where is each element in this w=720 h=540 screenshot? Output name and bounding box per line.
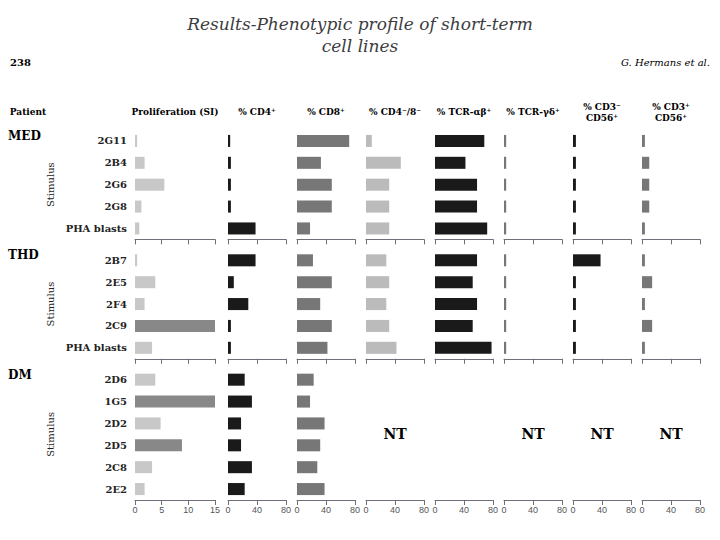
svg-text:40: 40 bbox=[252, 505, 262, 515]
svg-text:CD56⁺: CD56⁺ bbox=[655, 113, 687, 123]
svg-text:10: 10 bbox=[183, 505, 193, 515]
svg-text:% TCR-γδ⁺: % TCR-γδ⁺ bbox=[506, 107, 560, 117]
svg-text:40: 40 bbox=[390, 505, 400, 515]
svg-text:238: 238 bbox=[10, 57, 31, 68]
svg-text:CD56⁺: CD56⁺ bbox=[586, 113, 618, 123]
svg-text:40: 40 bbox=[597, 505, 607, 515]
svg-text:15: 15 bbox=[210, 505, 220, 515]
svg-text:80: 80 bbox=[281, 505, 291, 515]
svg-text:0: 0 bbox=[432, 505, 437, 515]
svg-text:2E5: 2E5 bbox=[105, 277, 127, 288]
svg-text:2B4: 2B4 bbox=[105, 157, 127, 168]
svg-text:0: 0 bbox=[363, 505, 368, 515]
svg-text:0: 0 bbox=[570, 505, 575, 515]
svg-text:PHA blasts: PHA blasts bbox=[66, 223, 128, 234]
svg-text:THD: THD bbox=[8, 248, 39, 262]
svg-text:2B7: 2B7 bbox=[105, 255, 127, 266]
svg-text:80: 80 bbox=[695, 505, 705, 515]
svg-text:2G11: 2G11 bbox=[98, 135, 127, 146]
svg-text:2G6: 2G6 bbox=[105, 179, 127, 190]
svg-text:NT: NT bbox=[521, 426, 545, 442]
svg-text:MED: MED bbox=[8, 129, 41, 143]
svg-text:0: 0 bbox=[132, 505, 137, 515]
svg-text:Patient: Patient bbox=[10, 107, 47, 117]
svg-text:2E2: 2E2 bbox=[105, 484, 127, 495]
svg-text:% TCR-αβ⁺: % TCR-αβ⁺ bbox=[437, 107, 492, 117]
svg-text:Proliferation (SI): Proliferation (SI) bbox=[131, 107, 218, 117]
svg-text:2C8: 2C8 bbox=[105, 462, 127, 473]
svg-text:2D5: 2D5 bbox=[104, 440, 127, 451]
svg-text:NT: NT bbox=[659, 426, 683, 442]
svg-text:2D6: 2D6 bbox=[104, 374, 127, 385]
svg-text:40: 40 bbox=[321, 505, 331, 515]
svg-text:1G5: 1G5 bbox=[105, 396, 127, 407]
svg-text:0: 0 bbox=[639, 505, 644, 515]
svg-text:5: 5 bbox=[159, 505, 164, 515]
svg-text:0: 0 bbox=[501, 505, 506, 515]
svg-text:Stimulus: Stimulus bbox=[45, 162, 56, 207]
svg-text:NT: NT bbox=[590, 426, 614, 442]
svg-text:40: 40 bbox=[528, 505, 538, 515]
svg-text:% CD3⁺: % CD3⁺ bbox=[652, 102, 690, 112]
svg-text:Stimulus: Stimulus bbox=[45, 412, 56, 457]
svg-text:80: 80 bbox=[488, 505, 498, 515]
svg-text:G. Hermans et al.: G. Hermans et al. bbox=[621, 57, 710, 68]
svg-text:% CD4⁻/8⁻: % CD4⁻/8⁻ bbox=[369, 107, 421, 117]
svg-text:0: 0 bbox=[294, 505, 299, 515]
svg-text:% CD3⁻: % CD3⁻ bbox=[583, 102, 621, 112]
svg-text:% CD4⁺: % CD4⁺ bbox=[238, 107, 276, 117]
svg-text:2F4: 2F4 bbox=[106, 299, 127, 310]
svg-text:Stimulus: Stimulus bbox=[45, 282, 56, 327]
svg-text:40: 40 bbox=[459, 505, 469, 515]
svg-text:80: 80 bbox=[419, 505, 429, 515]
svg-text:80: 80 bbox=[626, 505, 636, 515]
svg-text:80: 80 bbox=[557, 505, 567, 515]
svg-text:cell lines: cell lines bbox=[322, 36, 399, 56]
svg-text:0: 0 bbox=[225, 505, 230, 515]
svg-text:% CD8⁺: % CD8⁺ bbox=[307, 107, 345, 117]
svg-text:NT: NT bbox=[383, 426, 407, 442]
svg-text:2C9: 2C9 bbox=[105, 320, 127, 331]
svg-text:PHA blasts: PHA blasts bbox=[66, 342, 128, 353]
svg-text:40: 40 bbox=[666, 505, 676, 515]
svg-text:DM: DM bbox=[8, 368, 32, 382]
svg-text:80: 80 bbox=[350, 505, 360, 515]
svg-text:Results-Phenotypic profile of: Results-Phenotypic profile of short-term bbox=[186, 14, 533, 34]
svg-text:2G8: 2G8 bbox=[105, 201, 127, 212]
svg-text:2D2: 2D2 bbox=[104, 418, 127, 429]
